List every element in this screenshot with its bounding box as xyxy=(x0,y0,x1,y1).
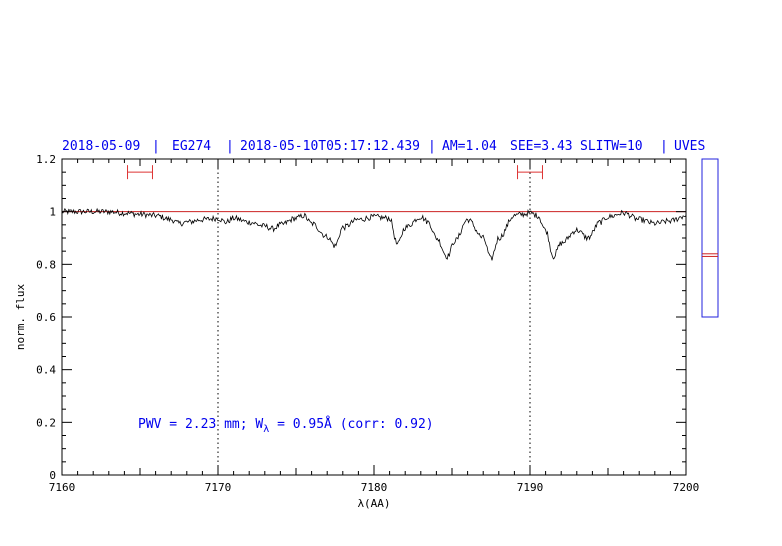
y-axis-label: norm. flux xyxy=(14,284,27,351)
header-separator-4: | xyxy=(660,139,668,154)
y-tick-label-5: 1 xyxy=(49,206,56,219)
pwv-annotation-prefix: PWV = 2.23 mm; W xyxy=(138,417,263,432)
header-separator-1: | xyxy=(152,139,160,154)
header-separator-3: | xyxy=(428,139,436,154)
x-axis-label: λ(AA) xyxy=(357,497,390,510)
header-seeing: SEE=3.43 xyxy=(510,139,573,154)
x-tick-label-0: 7160 xyxy=(49,481,76,494)
y-tick-label-0: 0 xyxy=(49,469,56,482)
y-tick-label-1: 0.2 xyxy=(36,416,56,429)
plot-area: 7160 7170 7180 7190 7200 0 0.2 0.4 0.6 0.8 1 1.2 xyxy=(36,153,699,494)
y-tick-label-4: 0.8 xyxy=(36,258,56,271)
header-airmass: AM=1.04 xyxy=(442,139,497,154)
header-separator-2: | xyxy=(226,139,234,154)
pwv-annotation-subscript: λ xyxy=(263,424,269,435)
x-tick-label-2: 7180 xyxy=(361,481,388,494)
x-tick-label-4: 7200 xyxy=(673,481,700,494)
y-tick-label-3: 0.6 xyxy=(36,311,56,324)
header-instrument: UVES xyxy=(674,139,705,154)
pwv-annotation: PWV = 2.23 mm; Wλ = 0.95Å (corr: 0.92) xyxy=(138,416,434,435)
pwv-annotation-suffix: = 0.95Å (corr: 0.92) xyxy=(269,416,433,432)
header-slit: SLITW=10 xyxy=(580,139,643,154)
side-panel-box xyxy=(701,158,719,318)
spectrum-series-0 xyxy=(61,207,687,261)
header-date: 2018-05-09 xyxy=(62,139,140,154)
y-tick-label-6: 1.2 xyxy=(36,153,56,166)
side-panel xyxy=(701,158,719,318)
plot-frame xyxy=(61,158,687,476)
x-tick-label-1: 7170 xyxy=(205,481,232,494)
header-target: EG274 xyxy=(172,139,211,154)
x-tick-label-3: 7190 xyxy=(517,481,544,494)
header-timestamp: 2018-05-10T05:17:12.439 xyxy=(240,139,420,154)
y-tick-label-2: 0.4 xyxy=(36,364,56,377)
